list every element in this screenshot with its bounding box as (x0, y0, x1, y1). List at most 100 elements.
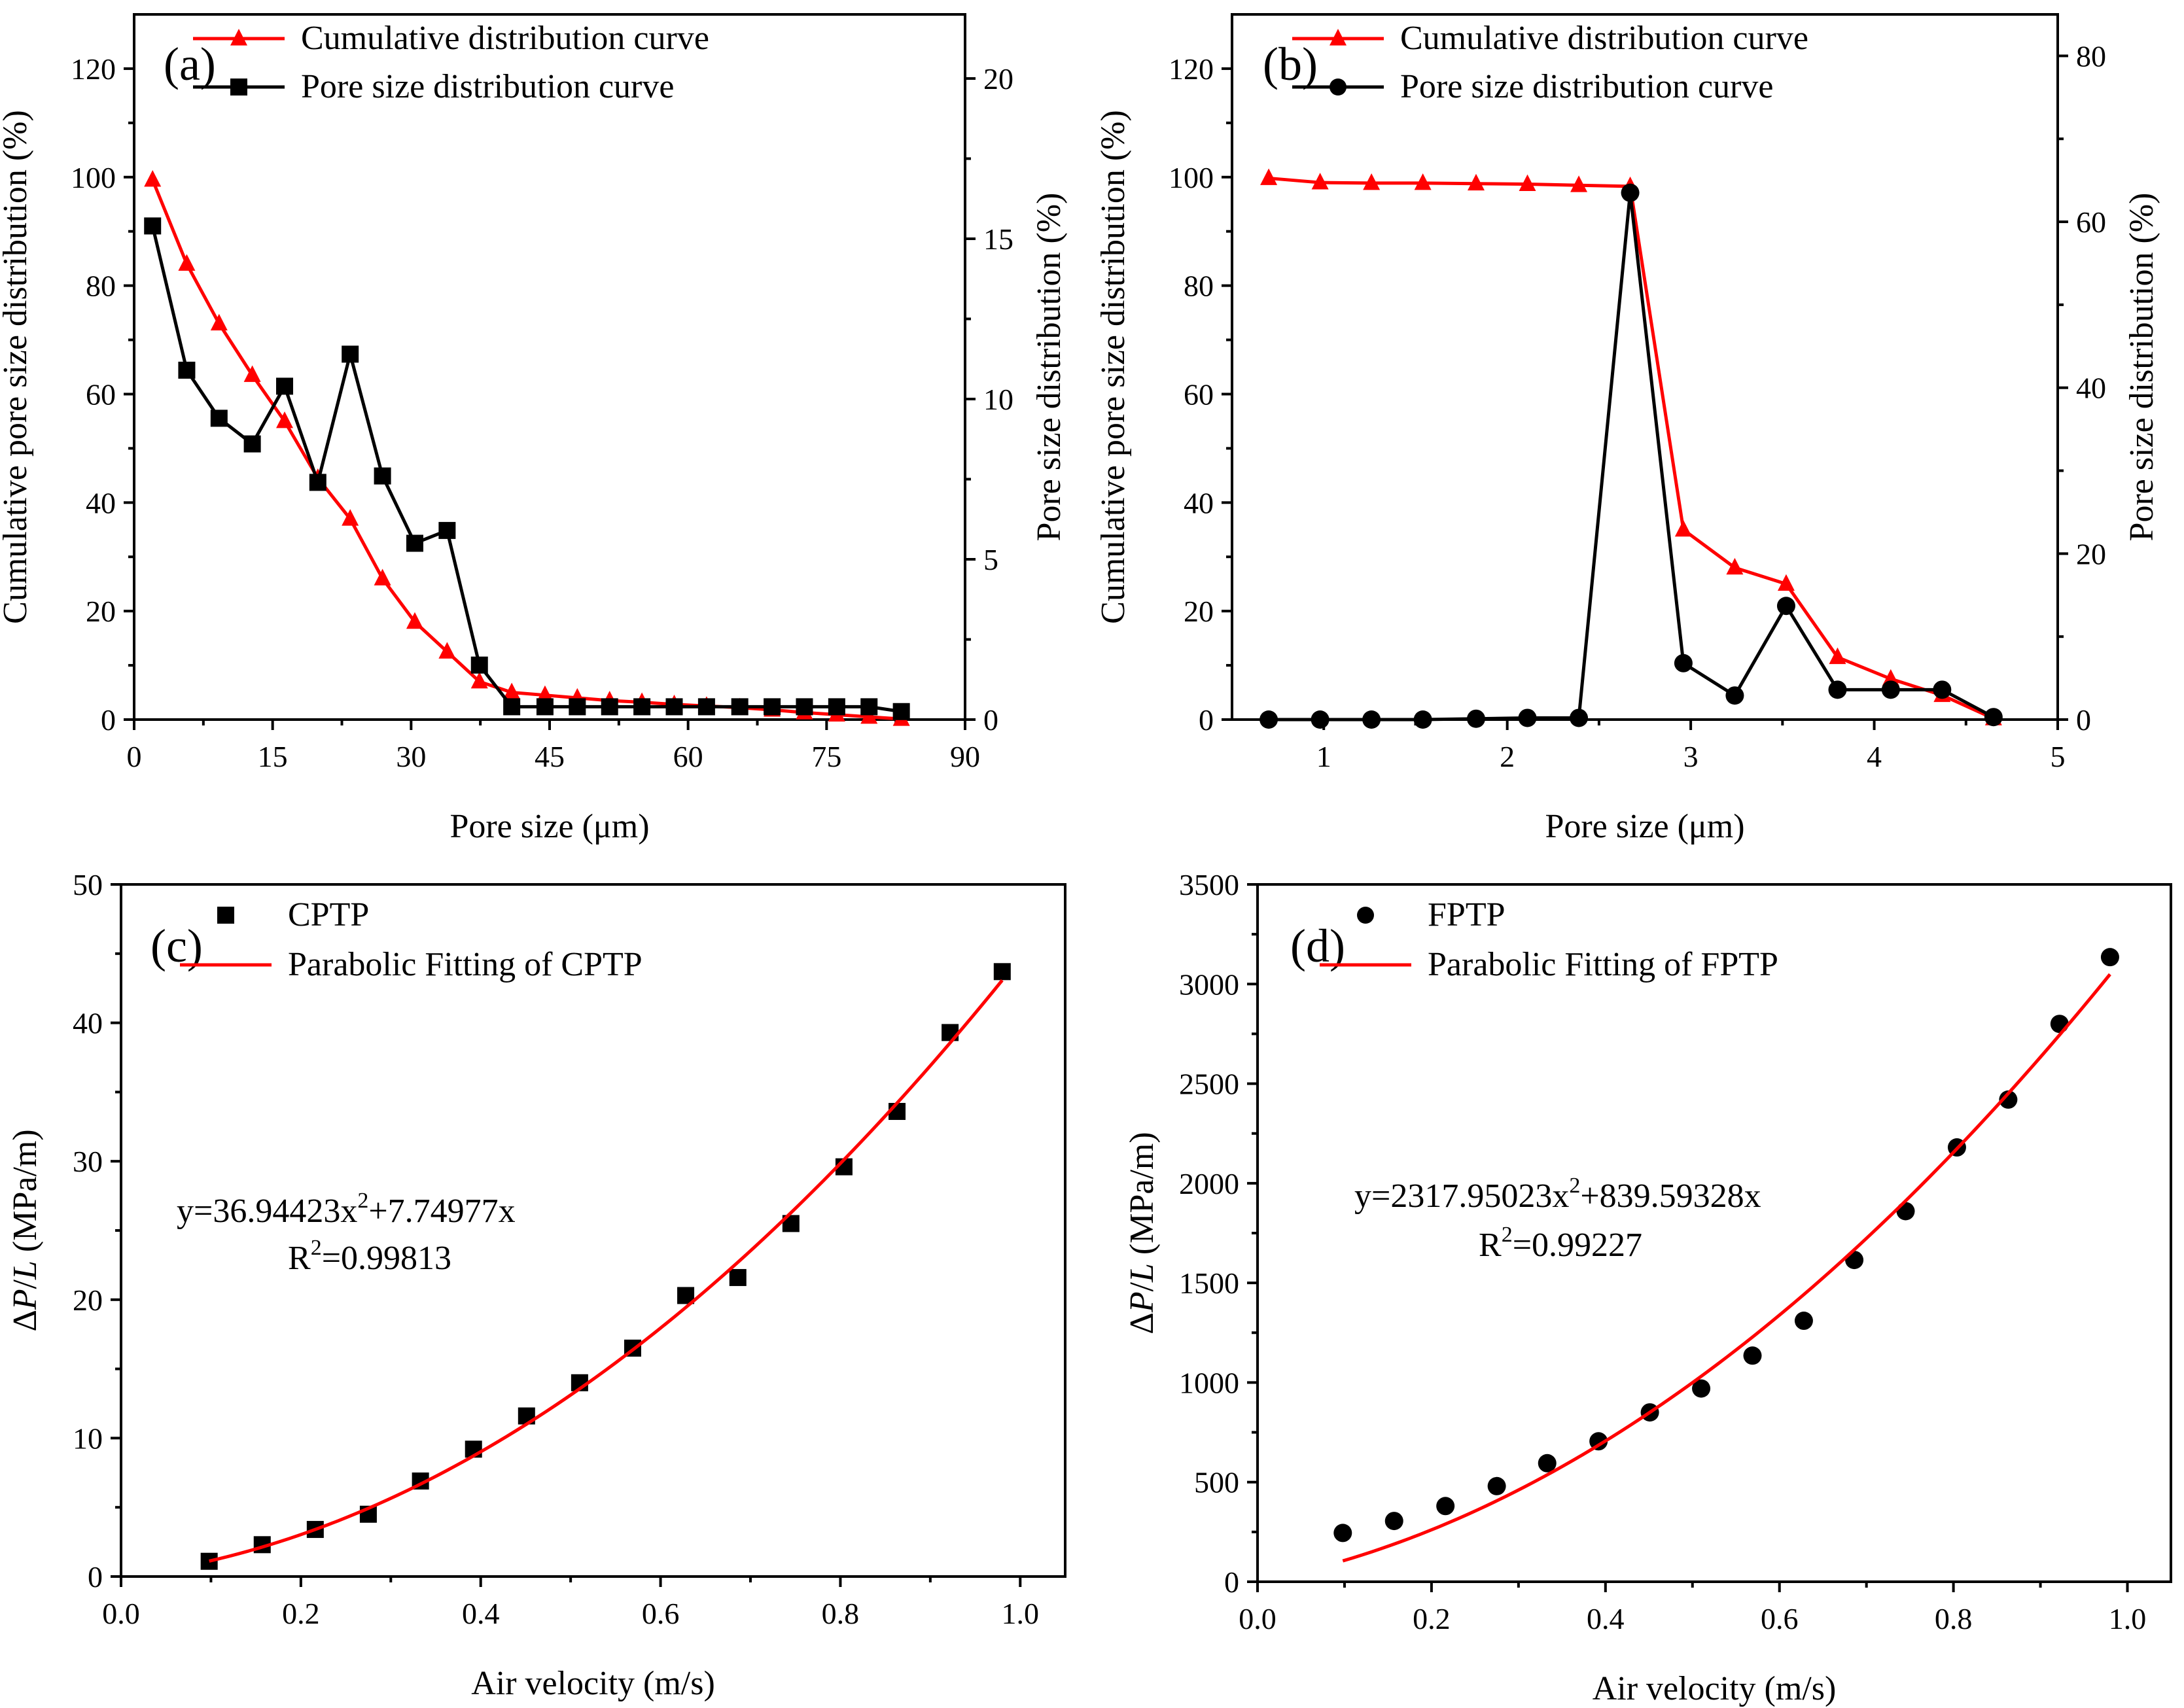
data-point (536, 685, 554, 703)
panel-d-chart: 0.0 0.2 0.4 0.6 0.8 1.0 0 500 1000 1500 2000 2500 30… (1123, 868, 2172, 1707)
y-tick-label: 60 (1184, 377, 1214, 411)
x-tick-label: 30 (396, 740, 426, 773)
y-right-tick-label: 0 (2076, 703, 2091, 737)
data-point (210, 313, 228, 331)
data-point (438, 642, 456, 659)
y-tick-label: 20 (73, 1283, 103, 1317)
y-right-tick-label: 5 (983, 543, 998, 576)
x-tick-label: 0.4 (1587, 1602, 1625, 1635)
data-point (1589, 1432, 1608, 1451)
x-tick-label: 1.0 (1002, 1597, 1040, 1630)
x-tick-label: 60 (673, 740, 703, 773)
data-point (210, 410, 228, 427)
y-right-tick-label: 0 (983, 703, 998, 737)
y-right-tick-label: 40 (2076, 372, 2106, 405)
data-point (665, 698, 683, 716)
data-point (1674, 519, 1692, 537)
data-point (1333, 1524, 1352, 1542)
plot-frame (1231, 13, 2059, 721)
data-point (406, 534, 423, 552)
data-point (406, 612, 423, 629)
data-point (1896, 1202, 1915, 1221)
y-tick-label: 20 (1184, 595, 1214, 628)
y-tick-label: 100 (1169, 161, 1214, 194)
data-point (144, 169, 162, 187)
data-point (601, 698, 618, 716)
data-point (243, 365, 261, 382)
fit-r-squared: R2=0.99227 (1479, 1223, 1642, 1264)
legend-entry: Cumulative distribution curve (193, 20, 709, 57)
data-point (276, 411, 294, 428)
y-tick-label: 2000 (1179, 1167, 1239, 1200)
data-point (2100, 948, 2119, 967)
data-point (1259, 710, 1278, 729)
data-point (1882, 669, 1899, 686)
y-tick-label: 3500 (1179, 868, 1239, 901)
data-point (633, 698, 651, 716)
y-tick-label: 20 (86, 595, 116, 628)
data-point (536, 698, 554, 716)
x-tick-label: 75 (811, 740, 841, 773)
data-point (1674, 654, 1693, 672)
x-tick-label: 0.2 (282, 1597, 320, 1630)
data-point (731, 698, 749, 716)
data-point (1984, 708, 2003, 727)
data-point (764, 698, 781, 716)
x-tick-label: 0.6 (642, 1597, 680, 1630)
x-tick-label: 2 (1500, 740, 1515, 773)
data-point (342, 345, 359, 363)
data-point (1311, 710, 1330, 729)
data-point (860, 706, 878, 724)
data-point (1519, 174, 1536, 192)
y-right-tick-label: 20 (2076, 537, 2106, 570)
y-tick-label: 80 (86, 270, 116, 303)
legend-entry: CPTP (217, 896, 369, 933)
data-point (342, 509, 359, 526)
x-axis-title: Air velocity (m/s) (1593, 1670, 1837, 1707)
data-point (1467, 173, 1485, 191)
legend-label: Pore size distribution curve (301, 68, 674, 105)
x-axis-title: Pore size (μm) (449, 808, 649, 845)
y-tick-label: 60 (86, 377, 116, 411)
data-point (178, 361, 196, 379)
legend-marker (1357, 907, 1374, 924)
data-point (993, 963, 1011, 981)
data-point (1414, 173, 1432, 190)
legend-marker (1330, 29, 1347, 46)
panel-label: (b) (1263, 38, 1318, 90)
y-tick-label: 3000 (1179, 967, 1239, 1001)
y-tick-label: 80 (1184, 270, 1214, 303)
series-1 (1259, 183, 2003, 729)
data-point (828, 698, 845, 716)
y-tick-label: 50 (73, 868, 103, 901)
data-point (243, 435, 261, 453)
data-point (1621, 183, 1640, 202)
panel-label: (a) (164, 38, 216, 90)
legend-entry: Pore size distribution curve (1292, 68, 1773, 105)
data-point (1413, 710, 1432, 729)
series-1 (1342, 973, 2111, 1563)
y-right-axis-title: Pore size distribution (%) (1030, 193, 1068, 542)
data-point (1466, 709, 1485, 728)
y-tick-label: 500 (1194, 1466, 1239, 1499)
y-tick-label: 40 (1184, 486, 1214, 519)
y-axis-title: Cumulative pore size distribution (%) (0, 110, 34, 624)
legend-entry: Cumulative distribution curve (1292, 20, 1808, 57)
data-point (1828, 680, 1847, 699)
y-tick-label: 120 (71, 52, 116, 86)
series-1 (209, 979, 1004, 1563)
x-tick-label: 0.6 (1761, 1602, 1799, 1635)
y-tick-label: 1000 (1179, 1366, 1239, 1399)
data-point (1776, 597, 1795, 616)
y-tick-label: 100 (71, 161, 116, 194)
data-point (470, 656, 488, 674)
fit-equation: y=36.94423x2+7.74977x (177, 1189, 516, 1230)
x-tick-label: 5 (2051, 740, 2066, 773)
y-axis-title: ΔP/L (MPa/m) (1123, 1132, 1161, 1334)
data-point (2050, 1015, 2069, 1034)
y-right-tick-label: 15 (983, 222, 1013, 256)
x-tick-label: 0.2 (1413, 1602, 1451, 1635)
legend-label: Cumulative distribution curve (301, 20, 709, 57)
y-tick-label: 0 (88, 1560, 103, 1594)
